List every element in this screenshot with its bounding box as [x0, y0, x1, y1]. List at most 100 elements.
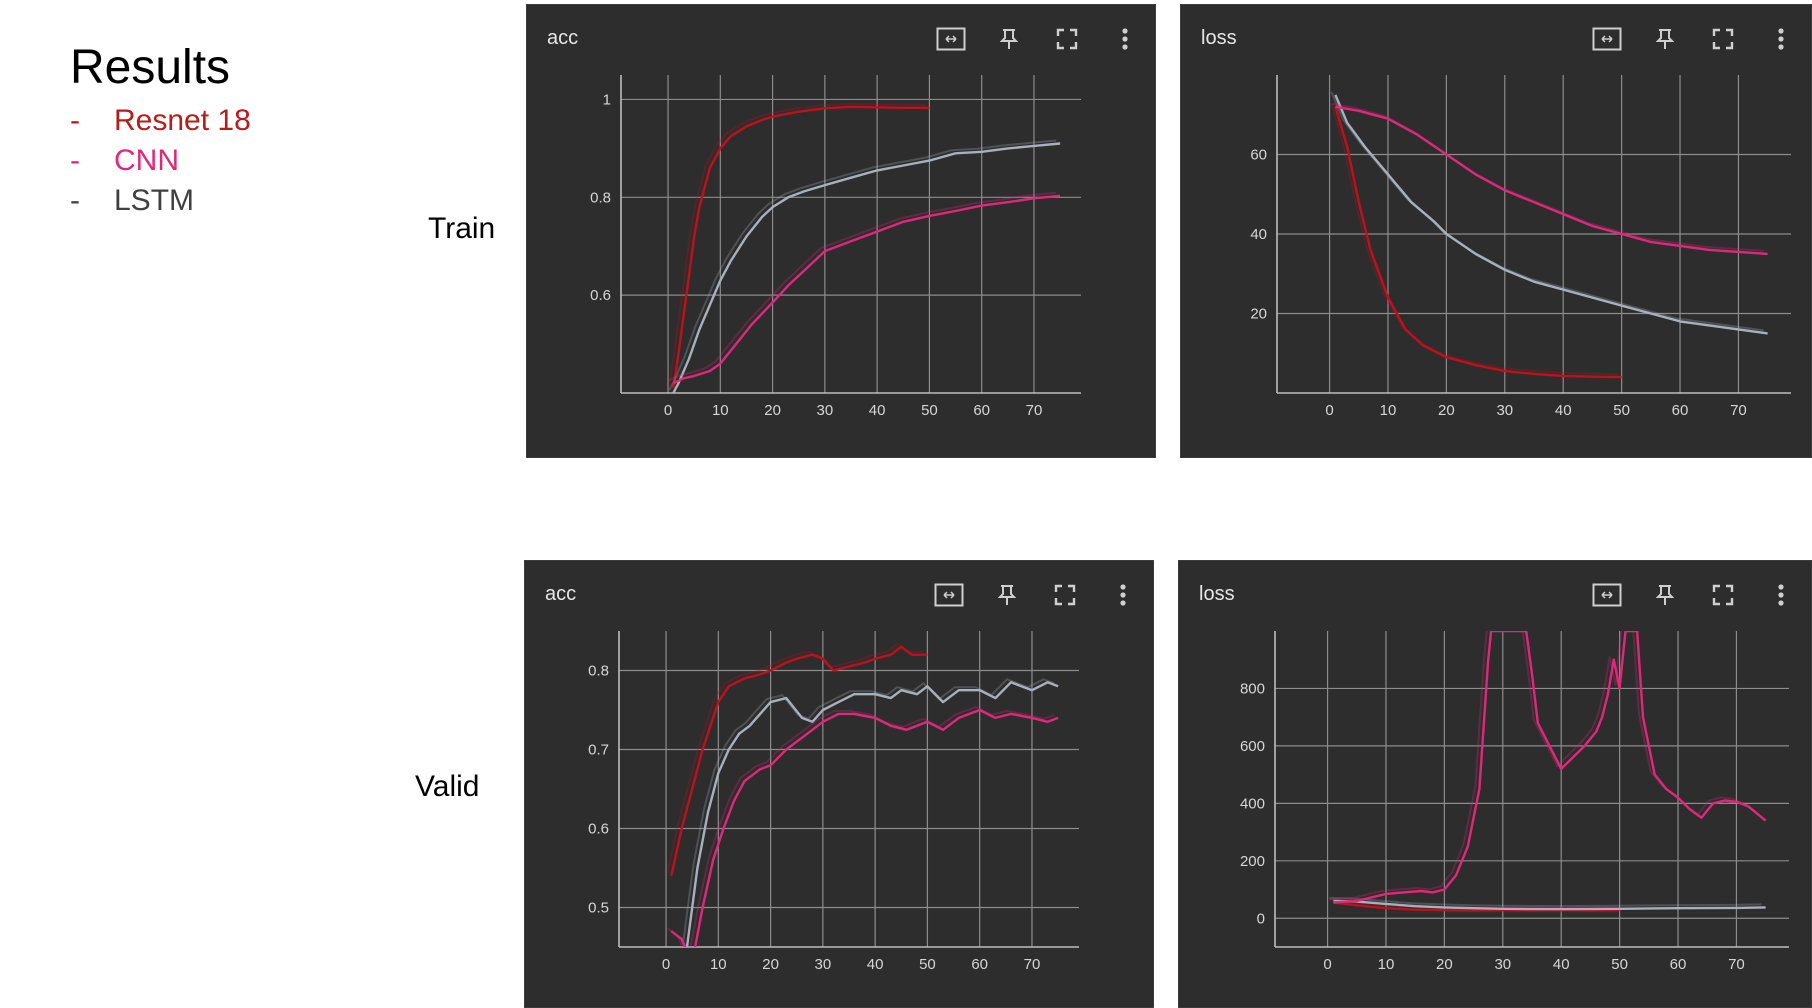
fullscreen-icon[interactable]	[1049, 581, 1081, 609]
y-tick-label: 400	[1240, 795, 1265, 812]
pin-icon[interactable]	[1649, 25, 1681, 53]
x-tick-label: 10	[710, 956, 727, 973]
x-tick-label: 0	[662, 956, 670, 973]
x-tick-label: 60	[1672, 402, 1689, 419]
x-tick-label: 50	[921, 402, 938, 419]
legend-dash: -	[70, 104, 80, 137]
more-vert-icon[interactable]	[1107, 581, 1139, 609]
x-tick-label: 20	[764, 402, 781, 419]
x-tick-label: 40	[869, 402, 886, 419]
x-tick-label: 60	[1670, 956, 1687, 973]
chart-panel-train-loss: loss 0 10 20 30 40 50 60 70 20 40 60	[1180, 4, 1812, 458]
y-tick-label: 40	[1250, 226, 1267, 243]
series-raw-lstm	[1330, 91, 1764, 332]
series-raw-lstm	[682, 678, 1055, 945]
plot-svg: 0 10 20 30 40 50 60 70 0 200 400 600 800	[1240, 631, 1789, 973]
chart-title: loss	[1199, 583, 1235, 605]
legend-label-resnet: Resnet 18	[114, 104, 251, 137]
x-tick-label: 30	[815, 956, 832, 973]
legend-dash: -	[70, 144, 80, 177]
legend-label-cnn: CNN	[114, 144, 179, 177]
fit-domain-icon[interactable]	[1591, 25, 1623, 53]
legend-title: Results	[70, 41, 231, 94]
series-line-resnet	[670, 645, 928, 877]
series-line-resnet	[1334, 106, 1622, 379]
chart-toolbar	[935, 25, 1141, 53]
fit-domain-icon[interactable]	[935, 25, 967, 53]
fullscreen-icon[interactable]	[1707, 25, 1739, 53]
plot-svg: 0 10 20 30 40 50 60 70 0.5 0.6 0.7 0.8	[588, 631, 1079, 973]
series-group	[1330, 91, 1768, 379]
more-vert-icon[interactable]	[1109, 25, 1141, 53]
series-line-cnn	[1335, 105, 1768, 256]
y-tick-label: 0	[1257, 910, 1265, 927]
x-tick-label: 50	[919, 956, 936, 973]
x-tick-label: 70	[1024, 956, 1041, 973]
plot-svg: 0 10 20 30 40 50 60 70 20 40 60	[1250, 75, 1791, 419]
series-line-resnet	[672, 105, 930, 389]
series-group	[1329, 631, 1767, 912]
series-legend: Results - Resnet 18 - CNN - LSTM	[70, 40, 251, 221]
series-line-lstm	[1333, 899, 1766, 911]
legend-label-lstm: LSTM	[114, 184, 195, 217]
chart-panel-train-acc: acc 0 10 20 30 40 50 60 70 0.6 0.8 1	[526, 4, 1156, 458]
x-tick-label: 70	[1728, 956, 1745, 973]
series-line-cnn	[672, 194, 1061, 385]
x-tick-label: 60	[971, 956, 988, 973]
x-tick-label: 50	[1611, 956, 1628, 973]
row-label-train: Train	[428, 212, 496, 245]
row-label-valid: Valid	[415, 770, 480, 803]
pin-icon[interactable]	[1649, 581, 1681, 609]
chart-toolbar	[1591, 25, 1797, 53]
x-tick-label: 0	[664, 402, 672, 419]
series-group	[666, 642, 1059, 947]
y-tick-label: 0.7	[588, 742, 609, 759]
x-tick-label: 30	[1494, 956, 1511, 973]
fit-domain-icon[interactable]	[1591, 581, 1623, 609]
y-tick-label: 0.6	[588, 821, 609, 838]
fullscreen-icon[interactable]	[1707, 581, 1739, 609]
x-tick-label: 50	[1613, 402, 1630, 419]
series-group	[668, 102, 1061, 393]
series-line-lstm	[672, 142, 1061, 393]
fullscreen-icon[interactable]	[1051, 25, 1083, 53]
x-tick-label: 70	[1026, 402, 1043, 419]
x-tick-label: 60	[973, 402, 990, 419]
x-tick-label: 70	[1730, 402, 1747, 419]
x-tick-label: 40	[1553, 956, 1570, 973]
y-tick-label: 200	[1240, 853, 1265, 870]
series-line-lstm	[1334, 94, 1768, 335]
series-raw-resnet	[666, 642, 924, 874]
chart-toolbar	[1591, 581, 1797, 609]
x-tick-label: 30	[817, 402, 834, 419]
x-tick-label: 10	[712, 402, 729, 419]
x-tick-label: 0	[1323, 956, 1331, 973]
legend-entry-lstm: - LSTM	[70, 181, 251, 221]
more-vert-icon[interactable]	[1765, 25, 1797, 53]
series-line-resnet	[1333, 901, 1620, 912]
y-tick-label: 0.8	[590, 189, 611, 206]
series-raw-resnet	[668, 102, 926, 386]
fit-domain-icon[interactable]	[933, 581, 965, 609]
plot-svg: 0 10 20 30 40 50 60 70 0.6 0.8 1	[590, 75, 1081, 419]
x-tick-label: 20	[762, 956, 779, 973]
chart-title: loss	[1201, 27, 1237, 49]
series-line-cnn	[1333, 631, 1767, 904]
chart-title: acc	[545, 583, 577, 605]
chart-toolbar	[933, 581, 1139, 609]
pin-icon[interactable]	[991, 581, 1023, 609]
chart-title: acc	[547, 27, 579, 49]
series-raw-resnet	[1330, 103, 1618, 376]
y-tick-label: 60	[1250, 147, 1267, 164]
more-vert-icon[interactable]	[1765, 581, 1797, 609]
y-tick-label: 0.6	[590, 287, 611, 304]
pin-icon[interactable]	[993, 25, 1025, 53]
x-tick-label: 10	[1380, 402, 1397, 419]
x-tick-label: 10	[1378, 956, 1395, 973]
y-tick-label: 1	[603, 91, 611, 108]
x-tick-label: 20	[1438, 402, 1455, 419]
series-line-cnn	[670, 708, 1059, 947]
y-tick-label: 800	[1240, 680, 1265, 697]
legend-dash: -	[70, 184, 80, 217]
x-tick-label: 30	[1496, 402, 1513, 419]
